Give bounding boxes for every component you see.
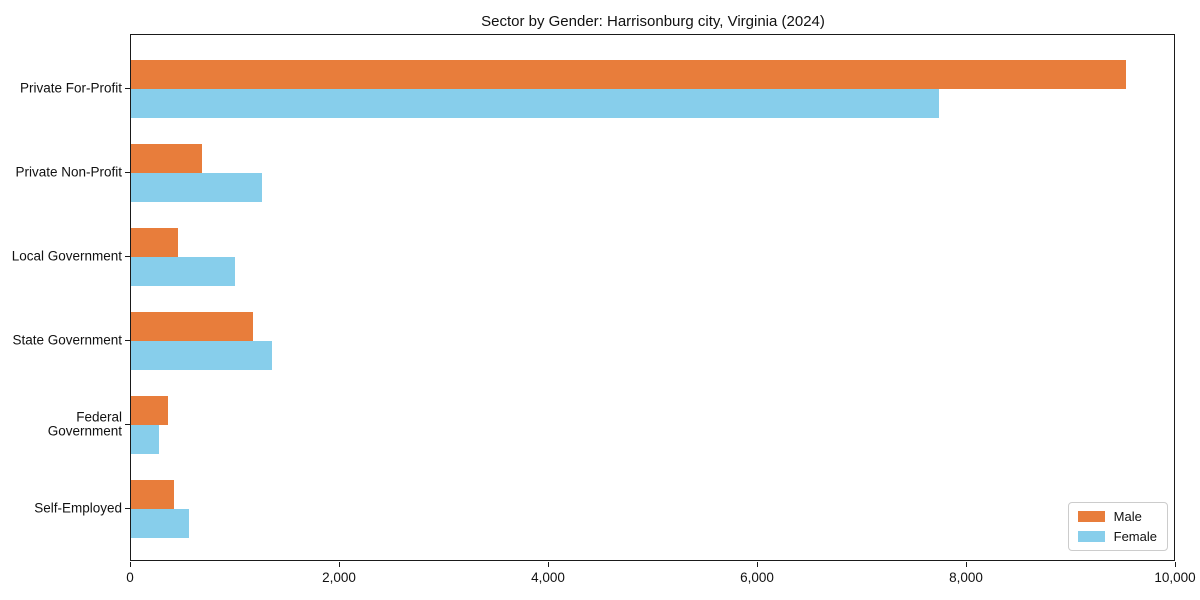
legend-label-female: Female (1113, 529, 1157, 544)
bar-female-4 (131, 425, 160, 454)
ytick-label-1: Private Non-Profit (15, 164, 122, 180)
ytick-mark-1 (125, 172, 130, 173)
legend-label-male: Male (1113, 509, 1142, 524)
xtick-label-5: 10,000 (1154, 570, 1196, 585)
xtick-mark-4 (966, 562, 967, 567)
bar-female-3 (131, 341, 273, 370)
bar-male-3 (131, 312, 254, 341)
xtick-label-2: 4,000 (531, 570, 565, 585)
xtick-mark-0 (130, 562, 131, 567)
xtick-mark-1 (339, 562, 340, 567)
bar-female-2 (131, 257, 235, 286)
xtick-label-1: 2,000 (322, 570, 356, 585)
legend-item-male: Male (1077, 509, 1157, 524)
ytick-mark-0 (125, 88, 130, 89)
bar-male-4 (131, 396, 168, 425)
bar-male-0 (131, 60, 1126, 89)
bar-female-0 (131, 89, 939, 118)
ytick-label-0: Private For-Profit (19, 80, 122, 96)
ytick-label-5: Self-Employed (34, 500, 122, 516)
bar-female-1 (131, 173, 262, 202)
bar-male-1 (131, 144, 203, 173)
bar-female-5 (131, 509, 189, 538)
ytick-mark-4 (125, 424, 130, 425)
xtick-label-4: 8,000 (949, 570, 983, 585)
legend: Male Female (1067, 502, 1168, 551)
legend-swatch-male (1077, 511, 1105, 522)
ytick-label-2: Local Government (11, 248, 122, 264)
ytick-label-3: State Government (12, 332, 122, 348)
legend-item-female: Female (1077, 529, 1157, 544)
ytick-mark-5 (125, 508, 130, 509)
xtick-label-0: 0 (126, 570, 134, 585)
plot-area: Male Female (130, 34, 1175, 561)
xtick-mark-5 (1175, 562, 1176, 567)
bar-male-2 (131, 228, 178, 257)
chart-title: Sector by Gender: Harrisonburg city, Vir… (481, 13, 825, 30)
bar-male-5 (131, 480, 174, 509)
legend-swatch-female (1077, 531, 1105, 542)
ytick-label-4: Federal Government (47, 409, 122, 438)
ytick-mark-3 (125, 340, 130, 341)
xtick-mark-3 (757, 562, 758, 567)
xtick-label-3: 6,000 (740, 570, 774, 585)
ytick-mark-2 (125, 256, 130, 257)
xtick-mark-2 (548, 562, 549, 567)
